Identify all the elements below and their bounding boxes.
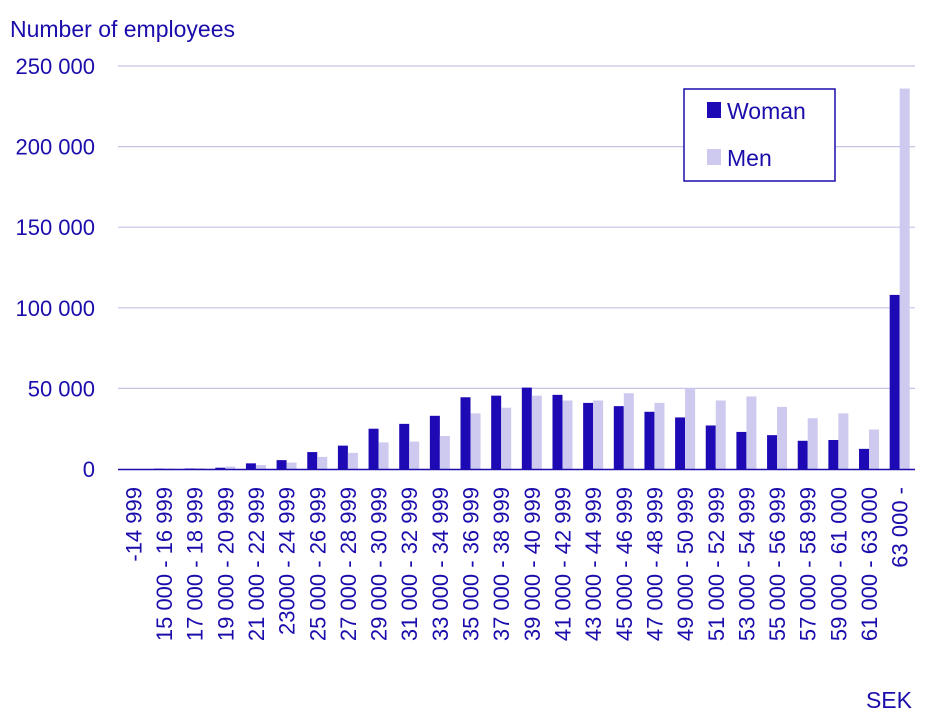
bar-woman (429, 415, 440, 469)
bar-men (347, 452, 358, 469)
x-tick-label: 35 000 - 36 999 (459, 487, 484, 641)
bar-woman (797, 440, 808, 469)
bar-woman (583, 402, 594, 469)
x-axis-label: SEK (866, 687, 913, 713)
y-tick-label: 200 000 (15, 135, 95, 160)
bar-woman (521, 387, 532, 469)
bar-woman (491, 395, 502, 469)
legend-swatch-men (707, 149, 721, 165)
bar-woman (245, 463, 256, 469)
bar-woman (613, 406, 624, 469)
legend-label-woman: Woman (727, 98, 806, 124)
bar-woman (460, 397, 471, 469)
x-tick-label: 25 000 - 26 999 (305, 487, 330, 641)
bar-men (501, 407, 512, 469)
bar-woman (675, 417, 686, 469)
bar-men (807, 418, 818, 469)
x-tick-label: 27 000 - 28 999 (336, 487, 361, 641)
bar-woman (276, 460, 287, 469)
bar-men (685, 388, 696, 469)
y-axis-label: Number of employees (10, 16, 235, 42)
bar-woman (552, 394, 563, 469)
bars (153, 88, 910, 470)
bar-men (225, 466, 236, 469)
bar-men (531, 395, 542, 469)
x-tick-label: 45 000 - 46 999 (612, 487, 637, 641)
y-tick-labels: 0 50 000 100 000 150 000 200 000 250 000 (15, 54, 95, 482)
bar-woman (399, 423, 410, 469)
bar-woman (644, 411, 655, 469)
x-tick-label: 61 000 - 63 000 (857, 487, 882, 641)
y-tick-label: 150 000 (15, 215, 95, 240)
bar-men (409, 441, 420, 469)
bar-men (715, 400, 726, 469)
bar-woman (767, 435, 778, 469)
x-tick-label: 53 000 - 54 999 (734, 487, 759, 641)
bar-men (378, 442, 389, 469)
bar-woman (705, 425, 716, 469)
bar-men (838, 413, 849, 469)
x-tick-label: 23000 - 24 999 (275, 487, 300, 635)
x-tick-label: 47 000 - 48 999 (642, 487, 667, 641)
x-tick-label: 39 000 - 40 999 (520, 487, 545, 641)
bar-men (255, 464, 266, 469)
x-tick-label: 49 000 - 50 999 (673, 487, 698, 641)
bar-men (869, 429, 880, 469)
x-tick-label: 63 000 - (888, 487, 913, 568)
y-tick-label: 100 000 (15, 296, 95, 321)
x-tick-label: 15 000 - 16 999 (152, 487, 177, 641)
bar-woman (859, 448, 870, 469)
bar-men (654, 402, 665, 469)
bar-men (470, 413, 481, 469)
x-tick-labels: -14 999 15 000 - 16 999 17 000 - 18 999 19 … (121, 487, 912, 641)
legend-swatch-woman (707, 102, 721, 118)
bar-woman (368, 428, 379, 469)
x-tick-label: 29 000 - 30 999 (367, 487, 392, 641)
bar-men (439, 435, 450, 469)
bar-woman (307, 452, 318, 469)
bar-men (899, 88, 910, 470)
bar-men (194, 468, 205, 469)
x-tick-label: 17 000 - 18 999 (183, 487, 208, 641)
x-tick-label: 37 000 - 38 999 (489, 487, 514, 641)
x-tick-label: 19 000 - 20 999 (213, 487, 238, 641)
bar-woman (736, 431, 747, 469)
x-tick-label: 41 000 - 42 999 (550, 487, 575, 641)
bar-woman (828, 439, 839, 469)
bar-men (623, 393, 634, 469)
bar-woman (337, 445, 348, 469)
x-tick-label: 57 000 - 58 999 (796, 487, 821, 641)
x-tick-label: 51 000 - 52 999 (704, 487, 729, 641)
x-tick-label: 31 000 - 32 999 (397, 487, 422, 641)
y-tick-label: 50 000 (28, 376, 95, 401)
bar-men (593, 400, 604, 469)
x-tick-label: 33 000 - 34 999 (428, 487, 453, 641)
x-tick-label: -14 999 (121, 487, 146, 562)
x-tick-label: 59 000 - 61 000 (826, 487, 851, 641)
bar-woman (215, 467, 226, 469)
y-tick-label: 0 (83, 457, 95, 482)
bar-men (777, 406, 788, 469)
x-tick-label: 55 000 - 56 999 (765, 487, 790, 641)
bar-men (746, 396, 757, 469)
bar-men (317, 456, 328, 469)
bar-men (286, 462, 297, 469)
bar-woman (889, 294, 900, 469)
x-tick-label: 43 000 - 44 999 (581, 487, 606, 641)
bar-men (562, 400, 573, 469)
legend: Woman Men (683, 88, 836, 182)
y-tick-label: 250 000 (15, 54, 95, 79)
legend-label-men: Men (727, 145, 772, 171)
x-tick-label: 21 000 - 22 999 (244, 487, 269, 641)
